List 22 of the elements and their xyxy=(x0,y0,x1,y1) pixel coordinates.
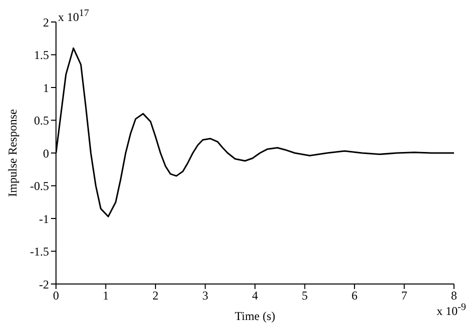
y-tick-label: -1 xyxy=(39,212,49,226)
x-tick-label: 7 xyxy=(401,288,408,303)
y-axis-title: Impulse Response xyxy=(5,109,20,197)
y-tick-label: 1 xyxy=(43,80,49,95)
y-tick-label: 2 xyxy=(43,15,49,30)
x-tick-label: 8 xyxy=(451,288,457,303)
y-tick-label: -0.5 xyxy=(30,179,49,194)
x-tick-label: 5 xyxy=(302,288,308,303)
x-tick-label: 3 xyxy=(202,288,208,303)
x-tick-label: 2 xyxy=(152,288,158,303)
x-tick-label: 4 xyxy=(252,288,258,303)
y-tick-label: 0.5 xyxy=(34,114,49,128)
x-axis-title: Time (s) xyxy=(234,309,276,323)
x-tick-label: 1 xyxy=(102,288,109,303)
y-tick-label: -1.5 xyxy=(30,244,49,259)
annotation: x 10$^{17}$ xyxy=(58,8,89,24)
y-tick-label: -2 xyxy=(39,277,49,292)
text: x 10$^{-9}$ xyxy=(436,302,466,318)
x-tick-label: 6 xyxy=(352,288,358,303)
y-tick-label: 0 xyxy=(43,146,49,160)
x-tick-label: 0 xyxy=(53,288,59,303)
y-tick-label: 1.5 xyxy=(34,48,49,62)
